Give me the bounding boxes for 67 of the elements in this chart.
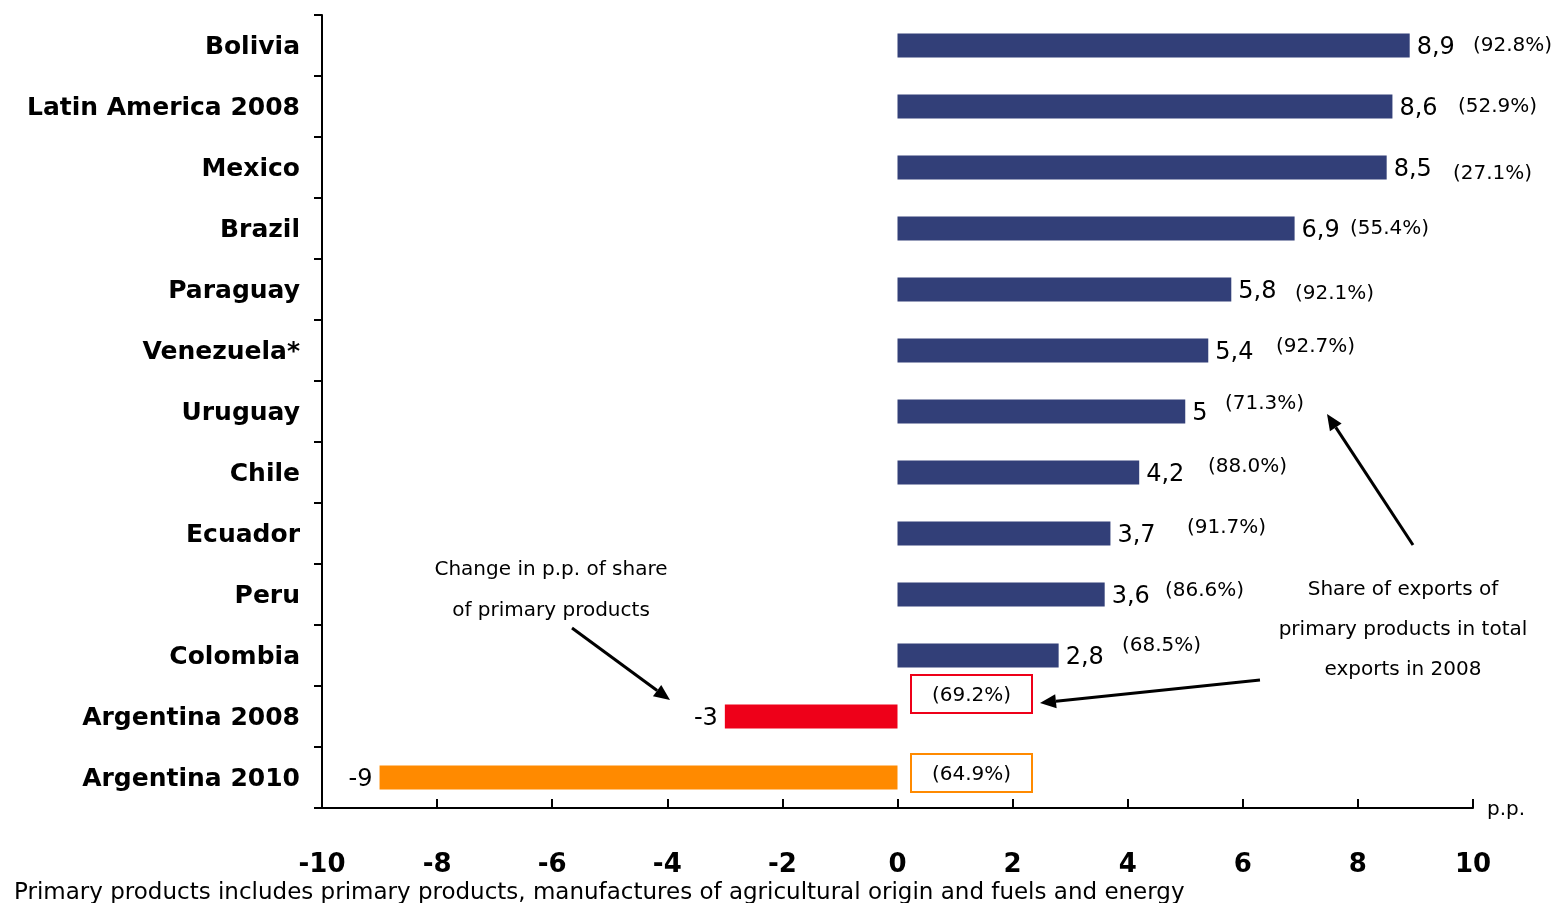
- y-tick-label: Chile: [229, 458, 300, 487]
- data-label: -9: [348, 763, 373, 792]
- bar: [897, 399, 1186, 424]
- data-label: 6,9: [1301, 214, 1340, 243]
- data-label: 5,4: [1215, 336, 1254, 365]
- annotation: (64.9%): [910, 752, 1034, 793]
- data-label: 8,5: [1393, 153, 1432, 182]
- y-tick-label: Paraguay: [168, 275, 300, 304]
- x-tick-label: -2: [767, 848, 797, 878]
- x-tick-label: -10: [298, 848, 346, 878]
- annotation: (69.2%): [910, 673, 1034, 714]
- bar: [897, 33, 1410, 58]
- data-label: 5: [1192, 397, 1208, 426]
- bar: [897, 155, 1387, 180]
- annotation: (86.6%): [1165, 576, 1245, 601]
- data-label: 3,6: [1111, 580, 1150, 609]
- bar: [897, 643, 1059, 668]
- bar: [897, 277, 1232, 302]
- y-tick-label: Colombia: [169, 641, 300, 670]
- y-tick-label: Bolivia: [204, 31, 300, 60]
- annotation: Change in p.p. of share of primary products: [434, 555, 668, 623]
- annotation: (91.7%): [1187, 513, 1267, 538]
- data-label: 5,8: [1238, 275, 1277, 304]
- data-label: 8,6: [1399, 92, 1438, 121]
- bar: [897, 582, 1105, 607]
- annotation: (52.9%): [1458, 92, 1538, 117]
- annotation: (27.1%): [1453, 159, 1533, 184]
- data-label: 8,9: [1416, 31, 1455, 60]
- x-tick-label: 2: [1003, 848, 1022, 878]
- y-tick-label: Argentina 2008: [82, 702, 300, 731]
- x-axis-title: p.p.: [1487, 796, 1526, 820]
- x-tick-label: 6: [1233, 848, 1252, 878]
- data-label: 2,8: [1065, 641, 1104, 670]
- annotation: (68.5%): [1122, 631, 1202, 656]
- y-tick-label: Uruguay: [181, 397, 300, 426]
- y-tick-label: Mexico: [201, 153, 300, 182]
- annotation: (71.3%): [1225, 389, 1305, 414]
- bar: [897, 460, 1140, 485]
- y-tick-label: Brazil: [220, 214, 300, 243]
- bar: [724, 704, 898, 729]
- y-tick-label: Venezuela*: [142, 336, 300, 365]
- annotation: (92.7%): [1276, 332, 1356, 357]
- bar: [897, 94, 1393, 119]
- x-tick-label: 10: [1454, 848, 1492, 878]
- x-tick-label: 0: [888, 848, 907, 878]
- bar: [379, 765, 898, 790]
- y-tick-label: Peru: [234, 580, 300, 609]
- text: Primary products includes primary products, manufactures of agricultural origin and fuels and energy: [14, 877, 1185, 903]
- y-tick-label: Ecuador: [186, 519, 301, 548]
- data-label: -3: [693, 702, 718, 731]
- x-tick-label: 4: [1118, 848, 1137, 878]
- x-tick-label: -6: [537, 848, 567, 878]
- x-tick-label: -8: [422, 848, 452, 878]
- data-label: 3,7: [1117, 519, 1156, 548]
- y-tick-label: Latin America 2008: [26, 92, 300, 121]
- annotation: (55.4%): [1350, 214, 1430, 239]
- bar: [897, 216, 1295, 241]
- y-tick-label: Argentina 2010: [82, 763, 300, 792]
- annotation: (88.0%): [1208, 452, 1288, 477]
- bar: [897, 338, 1209, 363]
- x-tick-label: -4: [652, 848, 682, 878]
- annotation: (92.1%): [1295, 279, 1375, 304]
- data-label: 4,2: [1146, 458, 1185, 487]
- annotation: (92.8%): [1473, 31, 1553, 56]
- bar: [897, 521, 1111, 546]
- x-tick-label: 8: [1348, 848, 1367, 878]
- annotation: Share of exports of primary products in total exports in 2008: [1278, 575, 1528, 682]
